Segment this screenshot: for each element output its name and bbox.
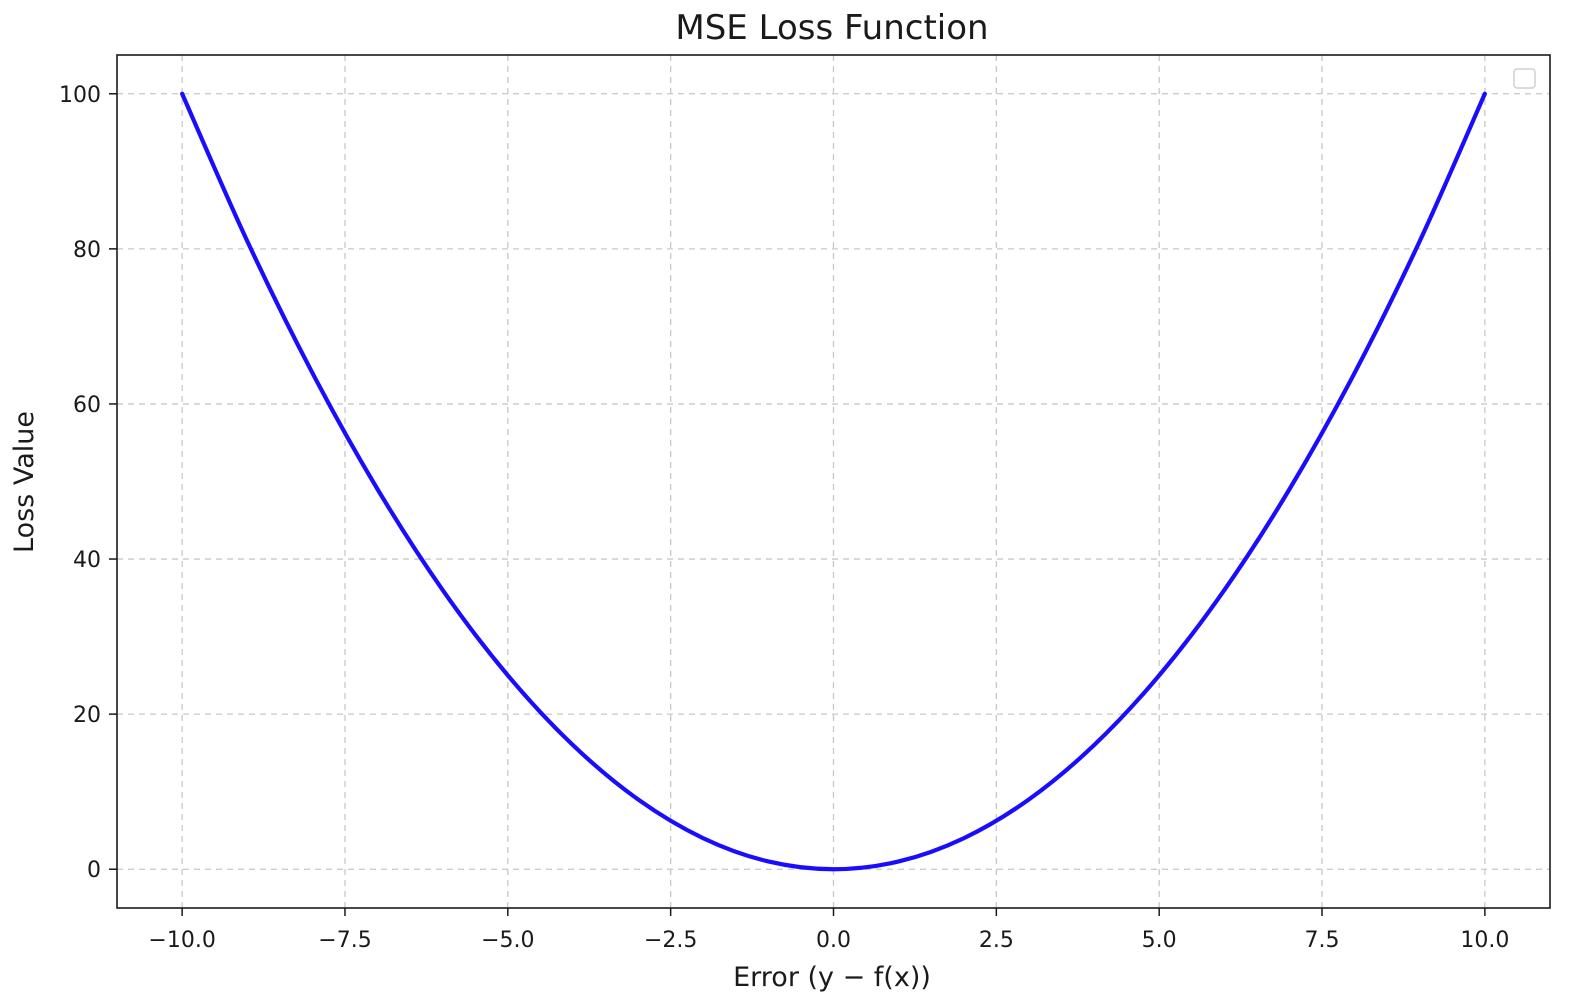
- x-tick-label: 7.5: [1305, 928, 1340, 953]
- series-layer: [180, 91, 1487, 872]
- x-tick-label: −10.0: [148, 928, 215, 953]
- y-tick-label: 40: [73, 548, 101, 573]
- series-line: [180, 91, 1487, 872]
- x-tick-label: 2.5: [979, 928, 1014, 953]
- x-tick-label: 5.0: [1142, 928, 1177, 953]
- x-axis-ticks: −10.0 −7.5 −5.0 −2.5 0.0 2.5 5.0 7.5 10.0: [148, 908, 1509, 953]
- x-axis-label: Error (y − f(x)): [733, 962, 931, 993]
- chart-title: MSE Loss Function: [675, 8, 988, 48]
- legend-box: [1513, 68, 1536, 89]
- y-tick-label: 100: [59, 83, 101, 108]
- y-tick-label: 20: [73, 703, 101, 728]
- x-tick-label: −5.0: [481, 928, 534, 953]
- y-axis-label: Loss Value: [9, 411, 40, 553]
- x-tick-label: 10.0: [1460, 928, 1509, 953]
- plot-frame: [116, 54, 1551, 909]
- x-tick-label: 0.0: [816, 928, 851, 953]
- y-tick-label: 0: [87, 858, 101, 883]
- grid-lines: [117, 55, 1550, 908]
- x-tick-label: −2.5: [644, 928, 697, 953]
- y-tick-label: 80: [73, 238, 101, 263]
- x-tick-label: −7.5: [318, 928, 371, 953]
- y-tick-label: 60: [73, 393, 101, 418]
- y-axis-ticks: 0 20 40 60 80 100: [59, 83, 117, 883]
